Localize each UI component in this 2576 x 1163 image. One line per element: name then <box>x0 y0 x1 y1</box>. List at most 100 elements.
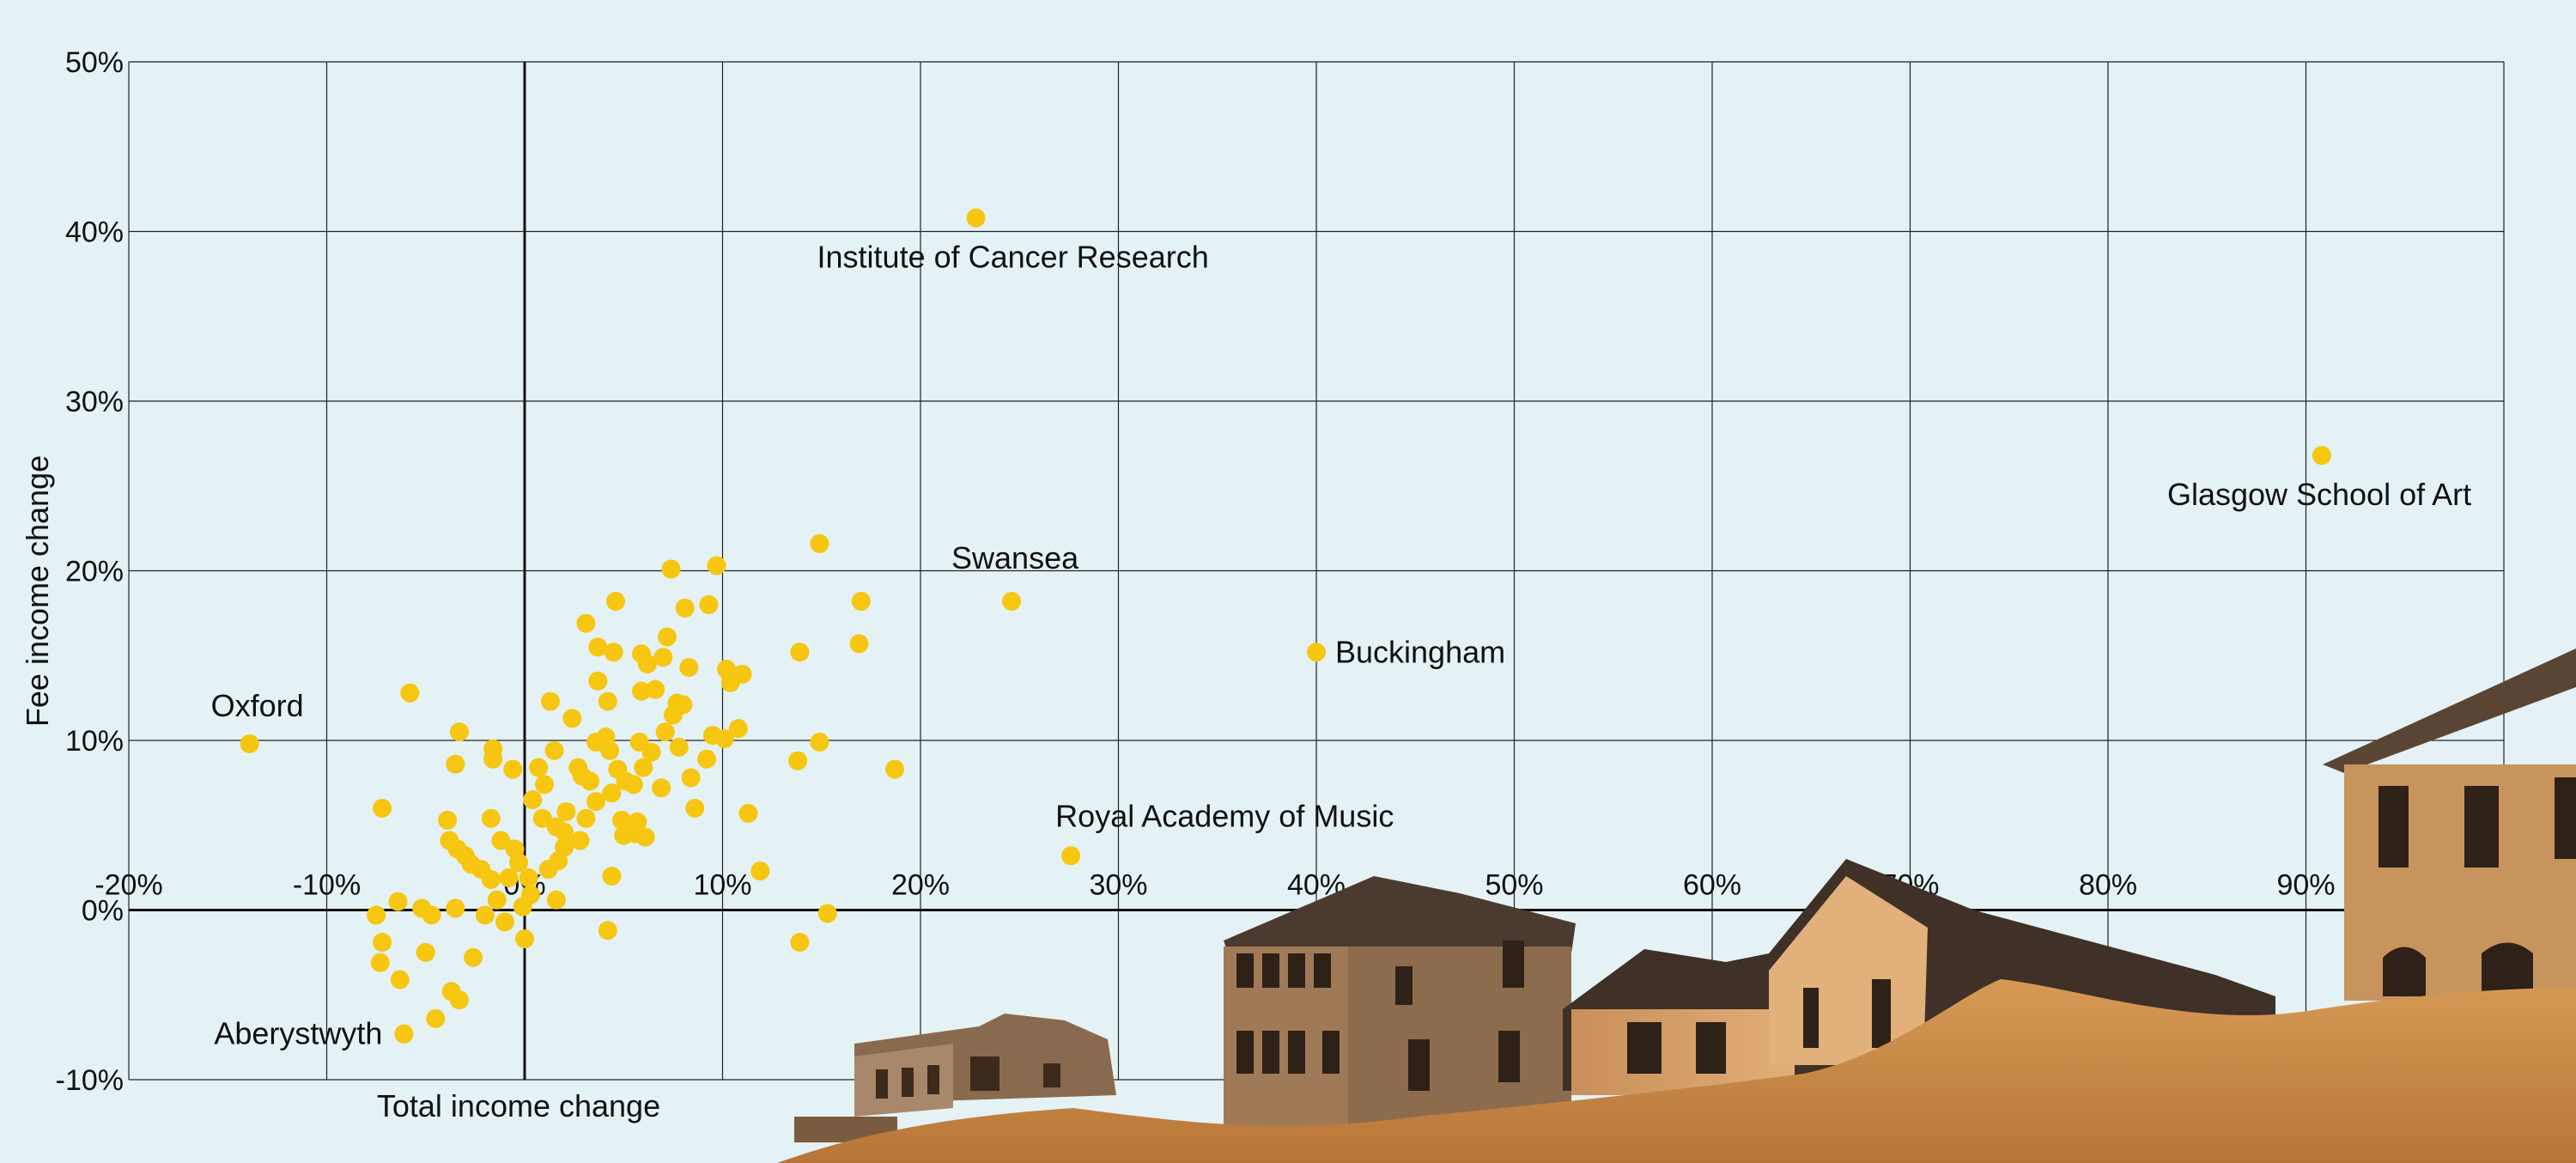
data-point <box>732 664 752 684</box>
data-point <box>681 768 701 788</box>
data-point <box>653 648 673 667</box>
data-point <box>487 890 507 910</box>
data-point <box>373 933 392 953</box>
data-point <box>481 869 501 889</box>
annotated-point <box>1002 592 1022 612</box>
data-point <box>634 758 653 777</box>
x-tick-label: 60% <box>1683 869 1741 902</box>
data-point <box>849 634 869 654</box>
x-tick-label: 90% <box>2276 869 2335 902</box>
annotation-label: Glasgow School of Art <box>2167 477 2471 512</box>
y-axis-title: Fee income change <box>20 455 55 727</box>
data-point <box>503 759 523 779</box>
data-point <box>885 759 905 779</box>
y-tick-label: 20% <box>65 556 124 588</box>
data-point <box>661 559 681 579</box>
data-point <box>446 754 465 774</box>
data-point <box>790 642 810 662</box>
data-point <box>426 1008 446 1028</box>
data-point <box>562 709 582 728</box>
x-tick-label: 50% <box>1485 869 1543 902</box>
data-point <box>738 803 758 823</box>
data-point <box>588 671 608 691</box>
data-points <box>240 208 2331 1044</box>
data-point <box>611 810 631 830</box>
data-point <box>400 683 420 703</box>
data-point <box>600 740 620 760</box>
data-point <box>646 679 665 699</box>
annotation-label: Buckingham <box>1335 634 1505 669</box>
data-point <box>631 681 651 701</box>
data-point <box>635 827 655 847</box>
data-point <box>702 726 722 746</box>
data-point <box>546 890 566 910</box>
data-point <box>598 921 617 941</box>
data-point <box>449 990 469 1010</box>
data-point <box>790 933 810 953</box>
annotation-label: Oxford <box>211 688 304 723</box>
data-point <box>623 775 643 795</box>
data-point <box>529 758 549 777</box>
data-point <box>631 644 651 664</box>
data-point <box>602 867 622 886</box>
data-point <box>438 810 458 830</box>
data-point <box>851 592 871 612</box>
data-point <box>817 904 837 923</box>
y-tick-label: 50% <box>65 46 124 79</box>
data-point <box>707 556 726 575</box>
data-point <box>788 751 808 770</box>
data-point <box>367 905 386 925</box>
data-point <box>483 749 503 769</box>
data-point <box>495 912 514 932</box>
x-tick-label: 10% <box>693 869 751 902</box>
data-point <box>519 868 538 887</box>
y-tick-label: 40% <box>65 216 124 249</box>
data-point <box>388 892 408 911</box>
data-point <box>576 808 596 828</box>
annotation-label: Royal Academy of Music <box>1055 798 1394 833</box>
data-point <box>555 822 574 842</box>
data-point <box>555 837 574 857</box>
annotated-point <box>966 208 986 228</box>
x-tick-label: -10% <box>293 869 361 902</box>
data-point <box>598 691 617 711</box>
data-point <box>520 885 540 904</box>
data-point <box>580 771 600 791</box>
data-point <box>728 719 748 739</box>
data-point <box>532 808 552 828</box>
data-point <box>629 732 649 752</box>
point-annotations: Institute of Cancer Research Glasgow Scho… <box>211 240 2472 1051</box>
data-point <box>570 831 590 850</box>
data-point <box>373 799 392 818</box>
data-point <box>697 749 717 769</box>
x-tick-label: -20% <box>94 869 162 902</box>
data-point <box>604 642 623 662</box>
data-point <box>515 929 534 949</box>
data-point <box>588 637 608 657</box>
data-point <box>586 792 605 812</box>
x-tick-label: 30% <box>1089 869 1147 902</box>
data-point <box>523 790 543 810</box>
y-tick-label: -10% <box>56 1064 124 1097</box>
data-point <box>475 905 495 925</box>
data-point <box>628 812 647 831</box>
y-tick-label: 0% <box>82 895 124 928</box>
x-axis-title: Total income change <box>377 1088 660 1123</box>
annotated-point <box>2312 446 2331 466</box>
data-point <box>685 799 705 818</box>
y-tick-label: 30% <box>65 386 124 418</box>
data-point <box>370 953 390 972</box>
data-point <box>669 737 689 757</box>
data-point <box>556 801 576 821</box>
data-point <box>499 868 519 887</box>
data-point <box>652 778 671 798</box>
x-tick-label: 20% <box>891 869 950 902</box>
data-point <box>446 898 465 918</box>
data-point <box>657 627 677 647</box>
data-point <box>675 598 695 618</box>
data-point <box>679 658 699 678</box>
annotation-label: Swansea <box>951 540 1079 575</box>
annotated-point <box>240 734 259 753</box>
